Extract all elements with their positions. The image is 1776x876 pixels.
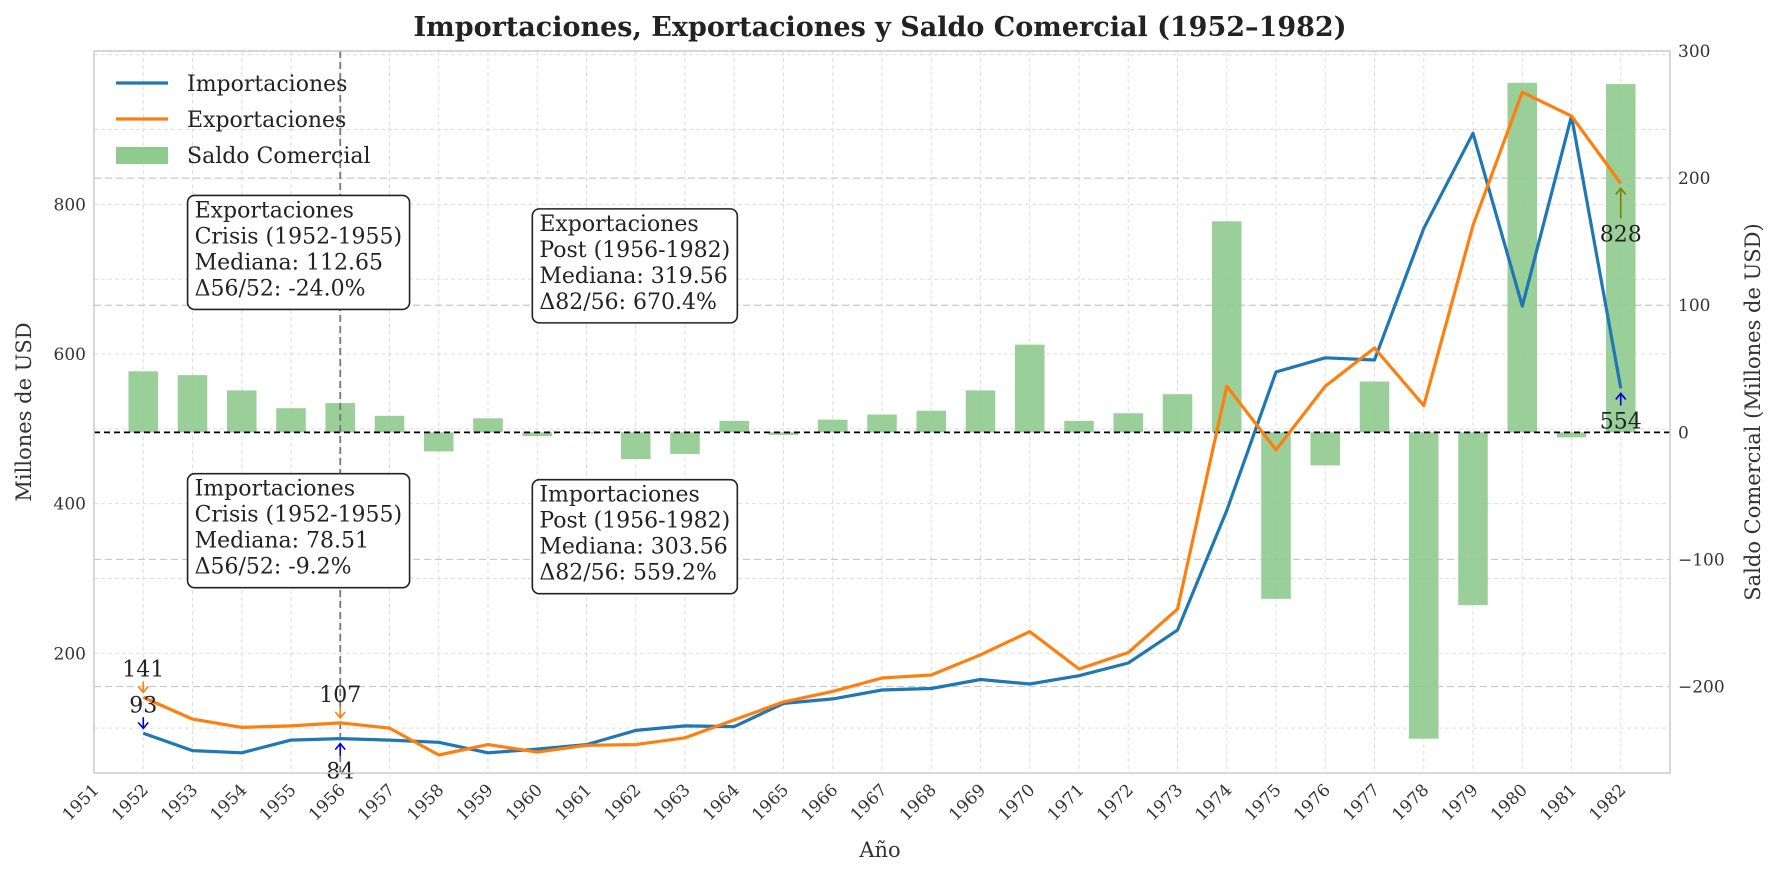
stat-box-line: Crisis (1952-1955) <box>195 224 403 249</box>
stat-box-line: Δ82/56: 559.2% <box>539 561 717 586</box>
plot-frame <box>93 50 1671 774</box>
annotation-arrowhead <box>137 721 149 730</box>
legend-swatch-saldo-comercial <box>116 147 168 164</box>
y-axis-label: Millones de USD <box>12 322 36 501</box>
legend: Importaciones Exportaciones Saldo Comercia… <box>116 72 371 169</box>
bar-saldo <box>1014 344 1045 433</box>
y-tick-label: 600 <box>54 345 86 365</box>
bar-saldo <box>867 414 897 433</box>
bar-saldo <box>1408 432 1439 739</box>
bar-saldo <box>522 432 553 437</box>
chart-title: Importaciones, Exportaciones y Saldo Com… <box>414 12 1347 43</box>
y-tick-label: 200 <box>54 644 86 664</box>
y-ticks: 200 400 600 800 <box>54 195 86 664</box>
annotation-arrowhead <box>1615 392 1627 400</box>
stat-box-line: Δ82/56: 670.4% <box>539 290 717 315</box>
annotation-arrowhead <box>334 742 346 751</box>
stat-box-line: Post (1956-1982) <box>539 238 730 263</box>
annotation-arrowhead <box>334 711 346 720</box>
annotation-arrowhead <box>1615 187 1627 195</box>
bar-saldo <box>1113 413 1144 433</box>
y-tick-label: 400 <box>54 495 86 515</box>
bar-saldo <box>276 408 306 433</box>
y2-tick-label: 300 <box>1678 42 1710 62</box>
stat-box-frame <box>531 208 739 324</box>
bar-saldo <box>965 390 996 433</box>
bar-saldo <box>128 371 159 433</box>
stat-box-line: Importaciones <box>195 477 355 502</box>
line-exportaciones <box>142 90 1623 757</box>
y2-tick-label: 100 <box>1678 296 1710 316</box>
bars-saldo <box>128 82 1636 739</box>
y2-ticks: −200 −100 0 100 200 300 <box>1678 42 1725 698</box>
stat-box-line: Mediana: 303.56 <box>539 535 727 560</box>
stat-box-line: Δ56/52: -24.0% <box>195 276 366 301</box>
bar-saldo <box>1261 432 1291 599</box>
bar-saldo <box>423 432 454 452</box>
x-axis-label: Año <box>858 838 900 862</box>
annotation-arrowhead <box>137 685 149 694</box>
stat-box-line: Crisis (1952-1955) <box>195 503 403 528</box>
stat-box-line: Δ56/52: -9.2% <box>195 555 352 580</box>
bar-saldo <box>719 420 750 433</box>
annotation-label: 107 <box>319 683 361 708</box>
bar-saldo <box>670 432 700 454</box>
stat-box-line: Post (1956-1982) <box>539 509 730 534</box>
bar-saldo <box>768 432 799 435</box>
y2-axis-label: Saldo Comercial (Millones de USD) <box>1741 223 1765 600</box>
line-importaciones <box>142 114 1623 755</box>
y2-tick-label: −100 <box>1678 550 1725 570</box>
bar-saldo <box>374 415 405 433</box>
annotation-label: 93 <box>129 693 157 718</box>
legend-label: Exportaciones <box>187 108 346 133</box>
y2-tick-label: −200 <box>1678 678 1725 698</box>
annotation-label: 554 <box>1600 409 1642 434</box>
bar-saldo <box>177 375 208 433</box>
stat-box-line: Importaciones <box>539 483 699 508</box>
legend-label: Importaciones <box>187 72 347 97</box>
bar-saldo <box>817 419 848 433</box>
reference-lines <box>94 51 1670 773</box>
stat-box-line: Mediana: 112.65 <box>195 250 383 275</box>
bar-saldo <box>1310 432 1341 466</box>
bar-saldo <box>1359 381 1390 433</box>
y2-tick-label: 200 <box>1678 169 1710 189</box>
bar-saldo <box>1458 432 1488 606</box>
y-tick-label: 800 <box>54 195 86 215</box>
bar-saldo <box>1605 84 1636 433</box>
stat-box-frame <box>531 478 739 595</box>
stat-box-line: Mediana: 78.51 <box>195 529 369 554</box>
stat-box-line: Mediana: 319.56 <box>539 264 727 289</box>
stat-box-line: Exportaciones <box>539 212 698 237</box>
bar-saldo <box>226 390 257 433</box>
bar-saldo <box>473 418 503 433</box>
annotation-label: 828 <box>1600 222 1642 247</box>
annotation-label: 84 <box>326 760 354 785</box>
stat-box-line: Exportaciones <box>195 198 354 223</box>
bar-saldo <box>1507 82 1538 433</box>
bar-saldo <box>1556 432 1587 438</box>
stat-box-frame <box>186 472 411 589</box>
bar-saldo <box>1064 420 1094 433</box>
annotation-label: 141 <box>122 657 164 682</box>
annotations: 141 93 107 84 828 554 <box>122 187 1642 785</box>
plot-border <box>93 50 1671 774</box>
stat-box-frame <box>186 194 411 311</box>
y2-tick-label: 0 <box>1678 423 1689 443</box>
bar-saldo <box>1162 394 1193 433</box>
bar-saldo <box>916 410 947 433</box>
series-lines <box>142 90 1623 757</box>
legend-label: Saldo Comercial <box>187 144 371 169</box>
bar-saldo <box>620 432 651 460</box>
